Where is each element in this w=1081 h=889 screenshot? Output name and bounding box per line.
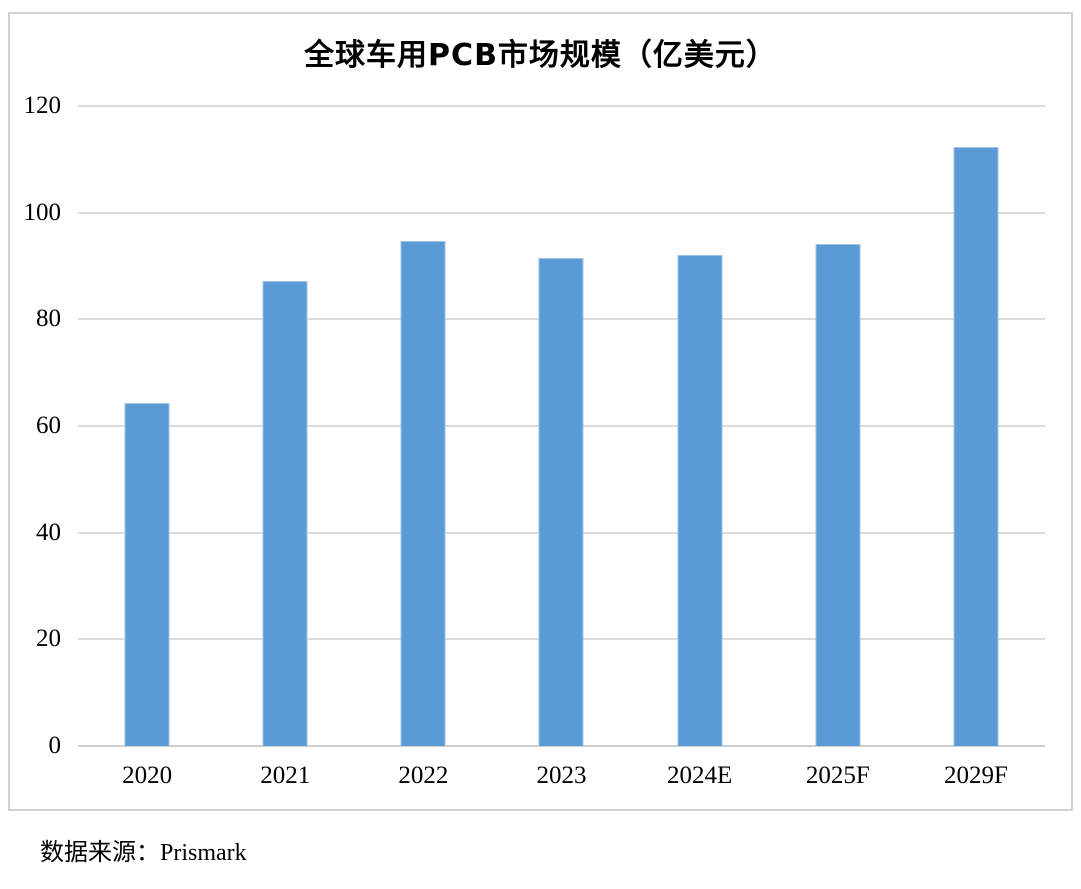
bar-column-2021 <box>216 106 354 746</box>
bar-2025F <box>815 243 861 746</box>
bar-2020 <box>124 402 170 746</box>
bar-2022 <box>400 240 446 746</box>
chart-title: 全球车用PCB市场规模（亿美元） <box>304 38 777 73</box>
bar-column-2023 <box>492 106 630 746</box>
y-tick-label-120: 120 <box>23 92 62 119</box>
x-tick-label-2020: 2020 <box>122 762 173 789</box>
x-axis-line <box>78 745 1045 747</box>
x-tick-label-2024E: 2024E <box>666 762 733 789</box>
bar-2023 <box>538 258 584 746</box>
y-tick-label-60: 60 <box>36 412 61 439</box>
gridline-100 <box>78 211 1045 214</box>
source-label: 数据来源：Prismark <box>40 840 247 866</box>
x-tick-label-2022: 2022 <box>398 762 449 789</box>
bar-column-2029F <box>907 106 1045 746</box>
x-tick-label-2029F: 2029F <box>943 762 1008 789</box>
plot-area: 0 20 40 60 80 100 120 2020 2021 2022 2023 2024E 202… <box>24 93 1045 789</box>
y-tick-label-40: 40 <box>36 518 61 546</box>
bar-2024E <box>677 255 723 746</box>
y-tick-label-100: 100 <box>23 198 62 226</box>
y-tick-label-80: 80 <box>36 305 61 333</box>
bar-column-2020 <box>78 106 216 746</box>
bars-row <box>78 106 1045 746</box>
y-tick-label-0: 0 <box>48 732 62 759</box>
bar-column-2022 <box>354 106 492 746</box>
bar-column-2024E <box>631 106 769 746</box>
bar-2021 <box>262 280 308 746</box>
x-tick-label-2023: 2023 <box>536 762 587 789</box>
chart-frame: 全球车用PCB市场规模（亿美元） 0 20 40 60 80 100 120 2020 202… <box>8 12 1073 811</box>
bar-column-2025F <box>769 106 907 746</box>
bar-2029F <box>953 147 999 746</box>
x-tick-label-2021: 2021 <box>260 762 311 789</box>
x-axis-labels: 2020 2021 2022 2023 2024E 2025F 2029F <box>78 762 1045 790</box>
x-tick-label-2025F: 2025F <box>805 762 870 789</box>
gridline-120 <box>78 105 1045 107</box>
y-tick-label-20: 20 <box>36 625 61 653</box>
